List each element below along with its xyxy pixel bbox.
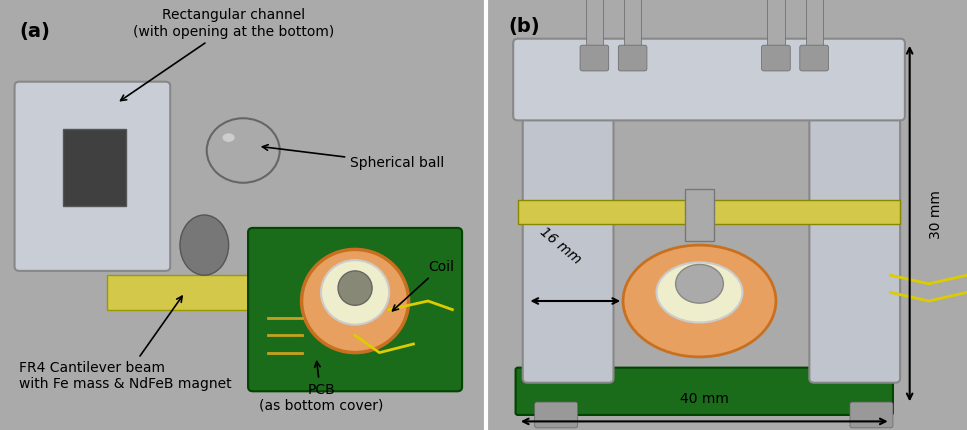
Circle shape [207, 118, 279, 183]
Ellipse shape [338, 271, 372, 305]
Bar [806, 0, 823, 52]
Bar [63, 129, 127, 206]
FancyBboxPatch shape [809, 99, 900, 383]
Text: Rectangular channel
(with opening at the bottom): Rectangular channel (with opening at the… [121, 9, 334, 101]
FancyBboxPatch shape [515, 368, 893, 415]
Text: PCB
(as bottom cover): PCB (as bottom cover) [259, 362, 383, 413]
Ellipse shape [321, 260, 389, 325]
Bar [686, 189, 714, 241]
FancyBboxPatch shape [762, 45, 790, 71]
Ellipse shape [676, 264, 723, 303]
Text: Spherical ball: Spherical ball [262, 144, 445, 170]
Text: 40 mm: 40 mm [680, 392, 729, 406]
Ellipse shape [657, 262, 743, 322]
FancyBboxPatch shape [15, 82, 170, 271]
FancyBboxPatch shape [850, 402, 893, 428]
Text: 16 mm: 16 mm [537, 224, 584, 267]
FancyBboxPatch shape [580, 45, 609, 71]
Text: FR4 Cantilever beam
with Fe mass & NdFeB magnet: FR4 Cantilever beam with Fe mass & NdFeB… [19, 296, 232, 391]
Text: 30 mm: 30 mm [928, 190, 943, 240]
Ellipse shape [302, 249, 409, 353]
FancyBboxPatch shape [800, 45, 829, 71]
Text: (a): (a) [19, 22, 50, 40]
FancyBboxPatch shape [513, 39, 905, 120]
Bar [624, 0, 641, 52]
Ellipse shape [180, 215, 228, 275]
FancyBboxPatch shape [249, 228, 462, 391]
FancyBboxPatch shape [523, 99, 613, 383]
Ellipse shape [623, 245, 776, 357]
FancyBboxPatch shape [535, 402, 577, 428]
Text: (b): (b) [509, 17, 540, 36]
FancyBboxPatch shape [618, 45, 647, 71]
Polygon shape [107, 275, 302, 310]
Text: Coil: Coil [393, 260, 454, 311]
Bar [768, 0, 784, 52]
Ellipse shape [222, 133, 235, 142]
Bar [586, 0, 603, 52]
Bar [518, 200, 900, 224]
